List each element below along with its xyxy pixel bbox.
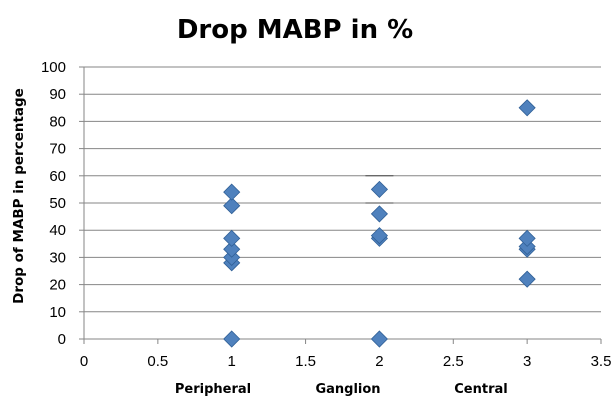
y-tick-label: 20 <box>49 277 66 294</box>
data-point <box>223 229 241 247</box>
gridlines <box>84 66 601 313</box>
chart-title: Drop MABP in % <box>177 15 413 45</box>
x-tick-label: 1.5 <box>295 353 316 370</box>
data-points <box>223 99 536 348</box>
y-tick-label: 50 <box>49 195 66 212</box>
y-tick-label: 100 <box>41 59 66 76</box>
x-tick-label: 3.5 <box>591 353 612 370</box>
data-point <box>518 99 536 117</box>
data-point <box>223 183 241 201</box>
category-labels: Peripheral Ganglion Central <box>175 382 508 397</box>
y-tick-label: 80 <box>49 113 66 130</box>
data-point <box>370 330 388 348</box>
y-tick-label: 90 <box>49 86 66 103</box>
data-point <box>370 205 388 223</box>
data-point <box>518 270 536 288</box>
x-tick-label: 1 <box>228 353 236 370</box>
category-label: Central <box>454 382 507 397</box>
x-tick-label: 0 <box>80 353 88 370</box>
x-tick-labels: 0 0.5 1 1.5 2 2.5 3 3.5 <box>80 353 612 370</box>
x-tick-label: 2 <box>375 353 383 370</box>
data-point <box>223 197 241 215</box>
y-axis-label: Drop of MABP in percentage <box>11 88 27 304</box>
y-tick-label: 30 <box>49 249 66 266</box>
data-point <box>370 180 388 198</box>
y-tick-label: 60 <box>49 168 66 185</box>
data-point <box>223 240 241 258</box>
y-tick-label: 40 <box>49 222 66 239</box>
y-tick-label: 70 <box>49 141 66 158</box>
error-bars <box>365 175 394 204</box>
y-tick-labels: 0 10 20 30 40 50 60 70 80 90 100 <box>41 59 66 348</box>
data-point <box>223 330 241 348</box>
y-tick-label: 10 <box>49 304 66 321</box>
y-tick-label: 0 <box>58 331 66 348</box>
x-tick-label: 3 <box>523 353 531 370</box>
axes <box>79 66 602 344</box>
data-point <box>518 229 536 247</box>
x-tick-label: 0.5 <box>147 353 168 370</box>
x-tick-label: 2.5 <box>443 353 464 370</box>
data-point <box>370 227 388 245</box>
category-label: Peripheral <box>175 382 251 397</box>
category-label: Ganglion <box>315 382 380 397</box>
